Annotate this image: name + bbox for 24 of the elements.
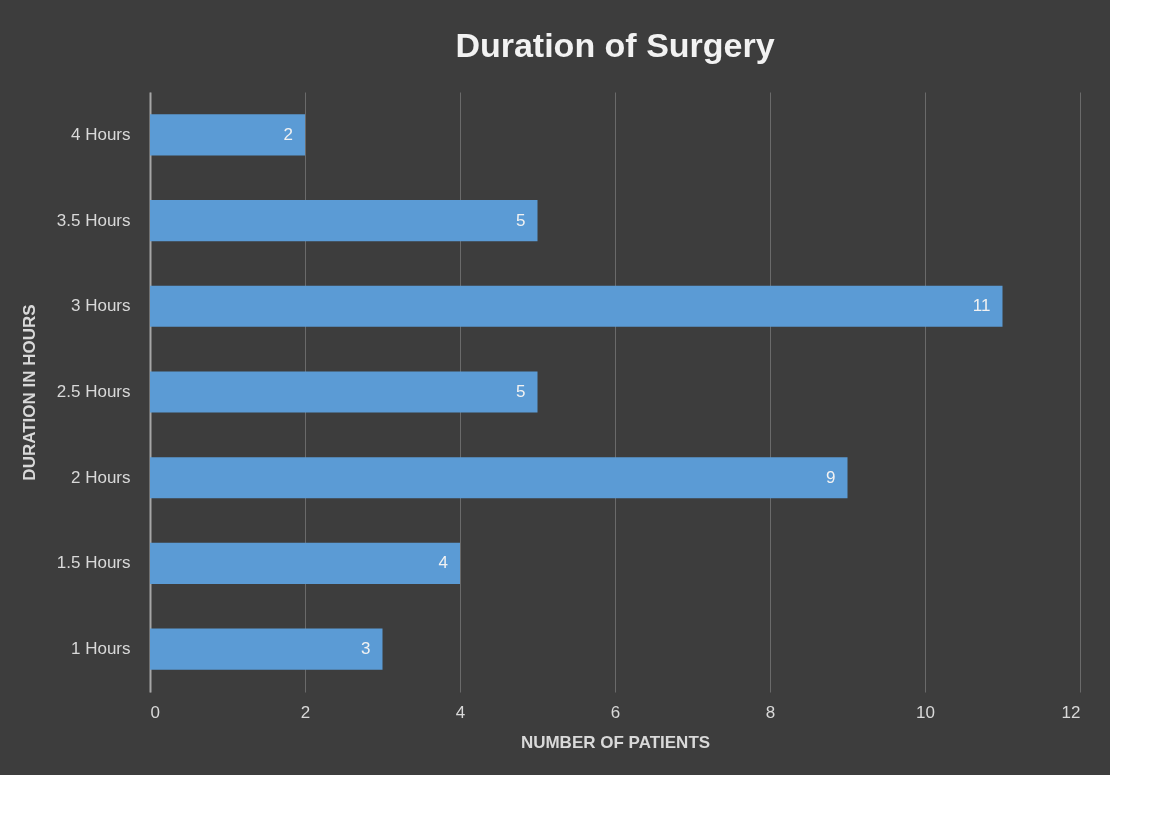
x-tick-label: 6 <box>610 702 621 722</box>
x-tick-label: 0 <box>150 702 160 722</box>
x-tick-label: 8 <box>765 702 776 722</box>
x-tick-label: 10 <box>916 702 935 722</box>
data-label: 2 <box>283 124 293 144</box>
data-label: 5 <box>516 382 526 401</box>
x-axis-title: NUMBER OF PATIENTS <box>520 732 711 752</box>
data-label: 11 <box>972 296 991 316</box>
y-tick-label: 2 Hours <box>70 467 131 487</box>
x-tick-label: 2 <box>300 702 311 722</box>
y-tick-label: 4 Hours <box>70 124 131 144</box>
y-axis-title: DURATION IN HOURS <box>19 304 39 481</box>
y-tick-label: 1 Hours <box>70 639 131 659</box>
y-tick-label: 1.5 Hours <box>56 553 131 573</box>
data-label: 5 <box>516 210 526 230</box>
data-label: 4 <box>438 553 448 573</box>
y-tick-label: 3.5 Hours <box>56 210 131 230</box>
data-label: 9 <box>826 467 836 487</box>
x-tick-label: 12 <box>1061 702 1081 722</box>
y-tick-label: 3 Hours <box>70 296 131 316</box>
chart-title: Duration of Surgery <box>455 26 775 64</box>
y-tick-label: 2.5 Hours <box>56 382 131 401</box>
x-tick-label: 4 <box>455 702 466 722</box>
data-label: 3 <box>361 639 371 659</box>
